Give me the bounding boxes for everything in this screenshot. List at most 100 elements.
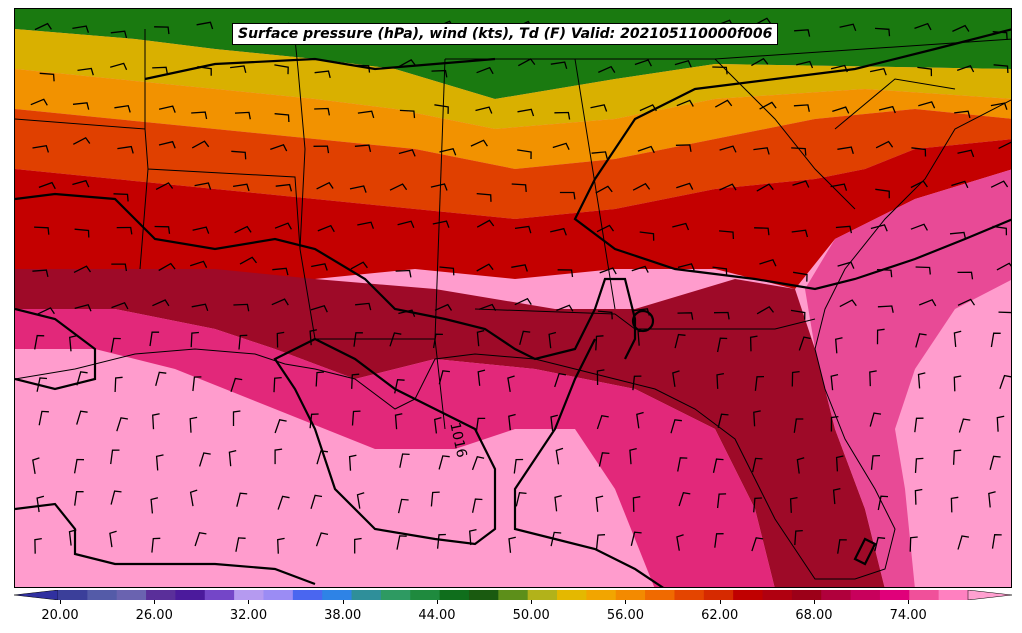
wind-barb [194, 531, 207, 547]
wind-barb [993, 64, 1009, 74]
wind-barb [158, 262, 176, 272]
colorbar-tick-label: 68.00 [795, 608, 833, 623]
wind-barb [713, 311, 730, 320]
colorbar-segment [586, 590, 617, 600]
wind-barb [877, 305, 894, 313]
colorbar-tick-mark [625, 600, 627, 604]
wind-barb [30, 98, 48, 106]
wind-barb [632, 182, 651, 191]
wind-barb [595, 185, 613, 194]
colorbar-segment [879, 590, 910, 600]
wind-barb [719, 230, 735, 240]
wind-barb [754, 17, 772, 26]
wind-barb [595, 335, 604, 351]
colorbar-segment [674, 590, 705, 600]
wind-barb [839, 23, 857, 32]
wind-barb [117, 145, 134, 154]
wind-barb [631, 265, 649, 273]
wind-barb [439, 148, 457, 156]
wind-barb [830, 373, 839, 391]
wind-barb [274, 419, 287, 434]
wind-barb [756, 183, 774, 192]
colorbar-segment [821, 590, 852, 600]
wind-barb [316, 181, 334, 190]
wind-barb [191, 111, 208, 120]
colorbar-segment [322, 590, 353, 600]
wind-barb [952, 449, 962, 465]
wind-barb [395, 269, 412, 278]
wind-barb [34, 22, 52, 31]
wind-barb [756, 305, 775, 315]
wind-barb [114, 376, 123, 393]
wind-barb [792, 271, 808, 282]
wind-barb [870, 454, 881, 470]
wind-barb [110, 449, 120, 465]
wind-barb [271, 298, 289, 306]
wind-barb [398, 59, 416, 68]
band-red [15, 139, 1011, 309]
wind-barb [309, 329, 318, 346]
wind-barb [190, 331, 199, 348]
colorbar-tick-label: 26.00 [135, 608, 173, 623]
wind-barb [958, 418, 971, 433]
wind-barb [712, 266, 728, 276]
wind-barb [714, 99, 733, 108]
wind-barb [639, 104, 657, 112]
wind-barb [630, 531, 642, 546]
wind-barb [158, 140, 176, 149]
wind-barb [875, 140, 894, 149]
colorbar-tick-label: 32.00 [229, 608, 268, 623]
colorbar-segment [850, 590, 881, 600]
wind-barb [991, 534, 1002, 549]
band-magenta [15, 309, 775, 587]
wind-barb [793, 418, 804, 433]
colorbar-tick-mark [719, 600, 721, 604]
wind-barb [917, 66, 933, 77]
wind-barb [111, 301, 129, 310]
wind-barb [277, 495, 290, 510]
wind-barb [555, 447, 564, 465]
colorbar-segment [645, 590, 675, 600]
wind-barb [74, 228, 90, 238]
wind-barb [952, 24, 970, 32]
wind-barb [353, 332, 363, 347]
wind-barb [232, 410, 241, 426]
wind-barb [716, 372, 725, 389]
wind-barb [354, 64, 371, 73]
wind-barb [598, 65, 616, 73]
wind-barb [274, 64, 289, 75]
wind-barb [236, 492, 248, 507]
colorbar-tick-label: 50.00 [512, 608, 550, 623]
wind-barb [554, 494, 562, 512]
wind-barb [915, 266, 931, 275]
wind-barb [191, 303, 209, 312]
wind-barb [36, 377, 48, 392]
wind-barb [595, 495, 604, 512]
wind-barb [230, 377, 243, 392]
colorbar-tick-mark [813, 600, 815, 604]
band-orange [15, 69, 1011, 169]
wind-barb [989, 455, 1001, 470]
wind-barb [274, 222, 292, 230]
wind-barb [430, 183, 448, 191]
wind-barb [998, 141, 1011, 149]
wind-barb [990, 180, 1009, 188]
wind-barb [32, 144, 50, 153]
wind-barb [719, 145, 737, 153]
wind-barb [637, 145, 655, 154]
wind-barb [158, 105, 176, 113]
wind-barb [754, 375, 765, 391]
wind-barb [73, 458, 85, 474]
wind-barb [559, 191, 576, 200]
wind-barb [519, 330, 531, 345]
wind-barb [992, 31, 1008, 40]
wind-barb [632, 496, 641, 512]
wind-barb [830, 64, 848, 73]
wind-barb [554, 111, 571, 120]
wind-barb [155, 371, 167, 386]
wind-barb [389, 183, 408, 191]
wind-barb [354, 144, 372, 153]
wind-barb [988, 491, 996, 508]
colorbar-segment [909, 590, 940, 600]
colorbar-segment [380, 590, 411, 600]
